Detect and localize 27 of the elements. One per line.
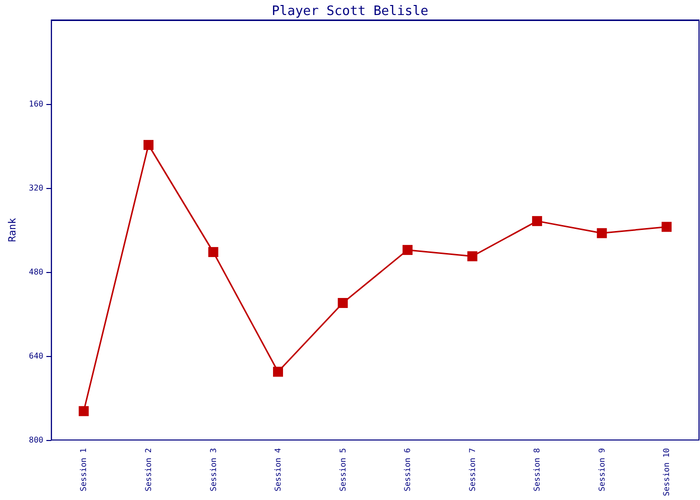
y-tick-label: 160: [28, 100, 44, 108]
point: [273, 366, 284, 377]
point: [208, 247, 218, 258]
y-tick-label: 640: [28, 352, 44, 360]
y-tick-label: 320: [28, 184, 44, 192]
point: [402, 244, 413, 255]
x-tick-label: Session 5: [338, 448, 348, 492]
point: [532, 216, 542, 226]
point: [467, 251, 478, 262]
chart-title: Player Scott Belisle: [272, 4, 428, 19]
y-axis-title: Rank: [8, 218, 18, 242]
point: [78, 406, 89, 416]
x-tick-label: Session 3: [208, 448, 218, 492]
x-tick-label: Session 6: [403, 448, 412, 492]
point: [143, 140, 154, 150]
x-tick-label: Session 2: [144, 448, 153, 492]
point: [596, 228, 607, 238]
x-tick-label: Session 8: [532, 448, 542, 492]
point: [338, 298, 348, 308]
x-tick-label: Session 10: [662, 448, 672, 496]
x-tick-label: Session 4: [274, 448, 283, 492]
x-tick-label: Session 1: [79, 448, 88, 492]
y-tick-label: 480: [28, 268, 44, 276]
point: [662, 222, 672, 232]
y-tick-label: 800: [28, 436, 44, 444]
x-tick-label: Session 7: [468, 448, 477, 492]
x-tick-label: Session 9: [597, 448, 606, 492]
